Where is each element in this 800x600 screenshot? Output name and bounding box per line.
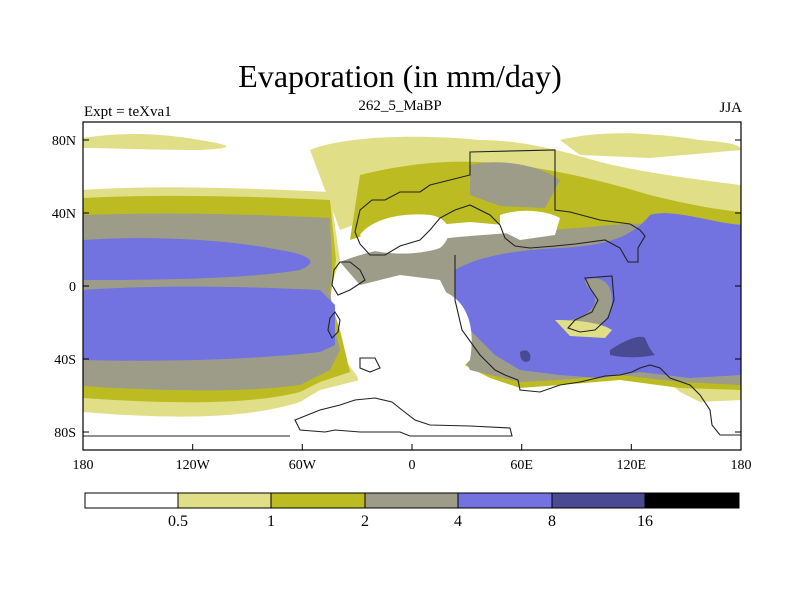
x-tick-label: 180 — [731, 458, 752, 473]
colorbar-label: 8 — [548, 513, 556, 530]
y-tick-label: 40N — [52, 207, 76, 222]
field-band-2-4 — [470, 162, 560, 208]
colorbar-label: 4 — [454, 513, 462, 530]
colorbar-label: 0.5 — [168, 513, 188, 530]
colorbar-frame — [84, 492, 740, 509]
experiment-label: Expt = teXva1 — [84, 104, 172, 120]
field-band-8-16 — [520, 350, 531, 362]
colorbar-label: 1 — [267, 513, 275, 530]
field-band-0.5-1 — [560, 133, 741, 158]
y-tick-label: 40S — [54, 353, 76, 368]
field-band-0-0.5 — [500, 210, 560, 240]
map-title: Evaporation (in mm/day) — [238, 58, 562, 94]
colorbar-swatch — [85, 493, 178, 508]
map-plot-area — [83, 122, 741, 450]
colorbar-label: 16 — [637, 513, 653, 530]
colorbar-swatch — [552, 493, 645, 508]
x-tick-label: 120W — [176, 458, 211, 473]
colorbar-swatch — [645, 493, 739, 508]
field-band-0.5-1 — [83, 134, 227, 150]
field-band-0-0.5 — [360, 214, 449, 254]
field-band-0-0.5 — [345, 288, 472, 400]
x-tick-label: 60E — [510, 458, 533, 473]
x-tick-label: 180 — [73, 458, 94, 473]
period-label: 262_5_MaBP — [358, 98, 442, 114]
colorbar-swatch — [271, 493, 365, 508]
field-band-4-8 — [83, 238, 311, 280]
coastline — [83, 149, 741, 437]
x-tick-label: 120E — [617, 458, 647, 473]
field-band-0.5-1 — [555, 320, 612, 338]
y-axis-ticks — [83, 139, 741, 433]
x-axis-ticks — [82, 444, 742, 450]
season-label: JJA — [719, 100, 742, 116]
x-tick-label: 0 — [409, 458, 416, 473]
x-tick-label: 60W — [289, 458, 317, 473]
y-tick-label: 80S — [54, 426, 76, 441]
colorbar-swatch — [458, 493, 552, 508]
field-band-4-8 — [83, 286, 335, 361]
colorbar-swatch — [365, 493, 458, 508]
field-band-8-16 — [610, 336, 655, 358]
y-tick-label: 80N — [52, 134, 76, 149]
colorbar-label: 2 — [361, 513, 369, 530]
colorbar: 0.5 1 2 4 8 16 — [84, 492, 740, 530]
field-band-0-0.5 — [83, 425, 741, 450]
colorbar-swatch — [178, 493, 271, 508]
y-tick-label: 0 — [69, 280, 76, 295]
